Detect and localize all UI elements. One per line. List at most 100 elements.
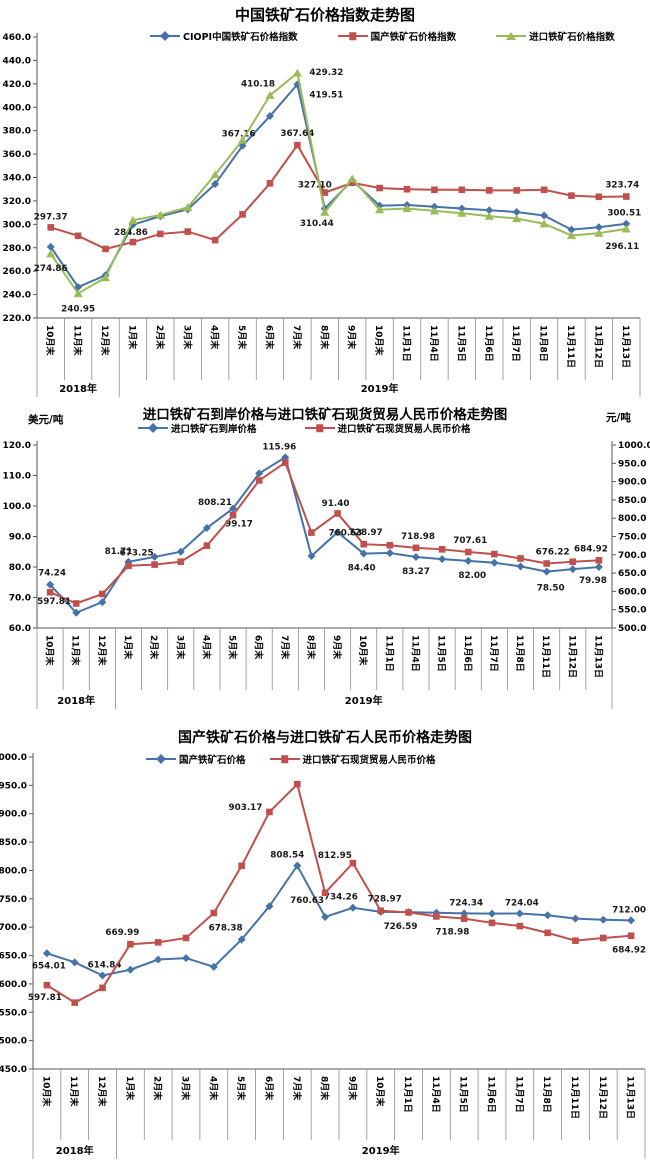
year-group-label: 2018年 — [56, 1144, 94, 1157]
point-marker-square — [403, 185, 411, 193]
square-marker-icon — [337, 32, 368, 40]
legend-label: 进口铁矿石到岸价格 — [171, 424, 257, 435]
point-marker-diamond — [98, 971, 107, 980]
data-label: 669.99 — [105, 928, 139, 938]
x-category-label: 11月8日 — [514, 635, 525, 672]
point-marker-triangle — [265, 91, 275, 99]
point-marker-square — [377, 907, 385, 915]
point-marker-square — [595, 193, 603, 201]
x-category-label: 11月12日 — [566, 635, 577, 678]
legend-label: 进口铁矿石价格指数 — [529, 32, 615, 43]
x-category-label: 2月末 — [152, 1076, 164, 1101]
y-axis-tick-label: 120.0 — [3, 441, 31, 451]
point-marker-square — [184, 228, 192, 235]
y-axis-tick-label: 340.0 — [3, 174, 31, 184]
chart-2-legend: 进口铁矿石到岸价格 进口铁矿石现货贸易人民币价格 — [0, 421, 650, 435]
point-marker-triangle — [320, 207, 330, 216]
point-marker-diamond — [211, 179, 220, 188]
legend-label: CIOPI中国铁矿石价格指数 — [183, 32, 298, 43]
point-marker-square — [458, 186, 466, 194]
y-axis-tick-label: 320.0 — [3, 197, 31, 207]
x-category-label: 11月12日 — [597, 1076, 608, 1119]
triangle-marker-icon — [496, 32, 527, 40]
x-category-label: 11月6日 — [483, 325, 494, 362]
data-label: 614.84 — [88, 960, 122, 970]
y-axis-tick-label: 360.0 — [3, 150, 31, 160]
legend-item-domestic-index: 国产铁矿石价格指数 — [337, 29, 456, 43]
axes: 220.0 240.0 260.0 280.0 300.0 320.0 340.0 360.0… — [3, 33, 640, 324]
point-marker-square — [433, 913, 440, 920]
point-marker-square — [99, 984, 106, 992]
point-marker-square — [46, 588, 54, 596]
point-marker-square — [491, 550, 498, 558]
point-marker-diamond — [333, 528, 342, 537]
y2-axis-tick-label: 850.0 — [618, 496, 646, 506]
point-marker-square — [569, 558, 577, 566]
point-marker-square — [321, 889, 329, 897]
x-category-label: 7月末 — [279, 635, 291, 660]
x-category-label: 10月末 — [373, 325, 385, 357]
x-category-label: 5月末 — [235, 1076, 247, 1101]
point-marker-triangle — [347, 174, 357, 183]
data-label: 79.98 — [579, 576, 607, 586]
point-marker-square — [157, 230, 164, 238]
y-axis-tick-label: 110.0 — [3, 472, 31, 482]
point-marker-square — [599, 934, 607, 942]
data-label: 654.01 — [32, 961, 66, 971]
point-marker-diamond — [515, 909, 524, 918]
point-marker-square — [595, 557, 603, 564]
x-category-label: 4月末 — [207, 1076, 219, 1101]
y2-axis-tick-label: 500.0 — [618, 624, 646, 634]
x-category-label: 3月末 — [180, 1076, 192, 1101]
point-marker-square — [182, 934, 190, 942]
point-marker-triangle — [210, 170, 220, 179]
point-marker-diamond — [126, 965, 135, 974]
x-category-label: 10月末 — [44, 635, 56, 667]
point-marker-square — [210, 909, 218, 917]
point-marker-diamond — [42, 949, 51, 958]
point-marker-square — [376, 184, 383, 192]
data-label: 367.64 — [280, 129, 314, 139]
point-marker-diamond — [516, 562, 525, 571]
data-label: 284.86 — [114, 228, 148, 238]
legend-label: 进口铁矿石现货贸易人民币价格 — [302, 755, 436, 766]
chart-2-plot: 60.0 70.0 80.0 90.0 100.0 110.0 120.0 500.0 550.… — [3, 441, 650, 709]
x-category-label: 11月4日 — [409, 635, 420, 672]
point-marker-triangle — [183, 203, 193, 211]
point-marker-diamond — [293, 861, 302, 870]
point-marker-square — [177, 558, 185, 566]
x-category-label: 5月末 — [227, 635, 239, 660]
x-category-label: 11月12日 — [592, 325, 603, 368]
point-marker-square — [488, 919, 496, 927]
point-marker-diamond — [348, 903, 357, 912]
data-label: 678.38 — [209, 923, 243, 933]
point-marker-diamond — [543, 911, 552, 920]
x-category-label: 10月末 — [374, 1076, 386, 1108]
x-category-label: 11月末 — [68, 1076, 80, 1108]
y-axis-tick-label: 450.0 — [0, 1065, 27, 1075]
data-label: 597.81 — [28, 993, 62, 1003]
point-marker-diamond — [464, 556, 473, 565]
year-group-label: 2018年 — [57, 694, 95, 707]
point-marker-diamond — [46, 580, 55, 589]
point-marker-square — [485, 187, 493, 194]
point-marker-diamond — [571, 914, 580, 923]
point-marker-square — [405, 909, 412, 916]
x-category-label: 11月4日 — [428, 325, 439, 362]
x-category-label: 2月末 — [154, 325, 166, 350]
point-marker-square — [129, 238, 137, 246]
data-label: 728.97 — [368, 895, 402, 905]
chart-2-title: 进口铁矿石到岸价格与进口铁矿石现货贸易人民币价格走势图 — [142, 407, 508, 423]
diamond-marker-icon — [146, 754, 176, 764]
data-label: 91.40 — [322, 499, 350, 509]
series-line-ciopi — [49, 82, 627, 289]
x-category-label: 11月4日 — [430, 1076, 441, 1113]
point-marker-diamond — [488, 909, 496, 918]
legend-item-ciopi: CIOPI中国铁矿石价格指数 — [150, 29, 298, 43]
data-label: 724.04 — [505, 899, 539, 909]
data-label: 240.95 — [61, 304, 95, 314]
data-label: 82.00 — [458, 571, 486, 581]
chart-1-plot: 220.0 240.0 260.0 280.0 300.0 320.0 340.0 360.0… — [3, 33, 641, 397]
data-label: 718.98 — [401, 532, 435, 542]
